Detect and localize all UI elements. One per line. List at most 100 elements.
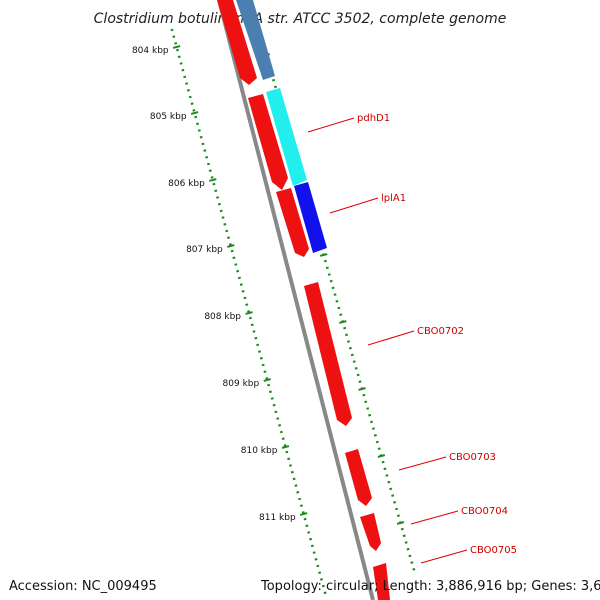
minor-tick-dot xyxy=(385,474,389,477)
minor-tick-dot xyxy=(292,477,296,481)
minor-tick-dot xyxy=(227,236,231,239)
minor-tick-dot xyxy=(205,156,209,159)
minor-tick-dot xyxy=(236,269,240,273)
gene-block-cbo0705[interactable] xyxy=(373,563,390,600)
minor-tick-dot xyxy=(323,591,327,595)
minor-tick-dot xyxy=(312,551,316,554)
minor-tick-dot xyxy=(192,109,196,112)
accession-text: Accession: NC_009495 xyxy=(9,579,157,594)
minor-tick-dot xyxy=(221,216,225,219)
minor-tick-dot xyxy=(402,534,406,538)
minor-tick-dot xyxy=(186,89,190,92)
minor-tick-dot xyxy=(318,571,322,574)
minor-tick-dot xyxy=(214,189,218,193)
minor-tick-dot xyxy=(354,367,358,370)
gene-label-pdhD1[interactable]: pdhD1 xyxy=(357,113,390,124)
tick-label-811-kbp: 811 kbp xyxy=(259,513,296,523)
major-tick xyxy=(339,320,347,324)
tick-label-805-kbp: 805 kbp xyxy=(150,112,187,122)
gene-label-cbo0704[interactable]: CBO0704 xyxy=(461,506,508,517)
minor-tick-dot xyxy=(185,82,189,85)
minor-tick-dot xyxy=(206,162,210,166)
minor-tick-dot xyxy=(181,68,185,72)
minor-tick-dot xyxy=(400,527,404,531)
minor-tick-dot xyxy=(299,504,303,507)
minor-tick-dot xyxy=(412,568,416,571)
minor-tick-dot xyxy=(201,142,205,146)
minor-tick-dot xyxy=(301,511,305,514)
minor-tick-dot xyxy=(368,413,372,417)
minor-tick-dot xyxy=(314,558,318,561)
minor-tick-dot xyxy=(268,390,272,394)
minor-tick-dot xyxy=(323,259,327,263)
minor-tick-dot xyxy=(362,393,366,397)
minor-tick-dot xyxy=(208,169,212,172)
tick-label-810-kbp: 810 kbp xyxy=(241,446,278,456)
gene-label-cbo0705[interactable]: CBO0705 xyxy=(470,545,517,556)
gene-label-cbo0703[interactable]: CBO0703 xyxy=(449,452,496,463)
minor-tick-dot xyxy=(267,383,271,387)
minor-tick-dot xyxy=(190,102,194,105)
minor-tick-dot xyxy=(263,370,267,373)
gene-label-lplA1[interactable]: lplA1 xyxy=(381,193,406,204)
minor-tick-dot xyxy=(245,303,249,306)
gene-block-red-1[interactable] xyxy=(248,94,288,190)
minor-tick-dot xyxy=(228,243,232,246)
minor-tick-dot xyxy=(177,55,181,59)
gene-block-blue[interactable] xyxy=(294,182,327,253)
minor-tick-dot xyxy=(194,115,198,119)
minor-tick-dot xyxy=(406,547,410,551)
minor-tick-dot xyxy=(172,35,176,38)
minor-tick-dot xyxy=(389,487,393,491)
minor-tick-dot xyxy=(283,444,287,447)
tick-label-804-kbp: 804 kbp xyxy=(132,46,169,56)
gene-block-cyan[interactable] xyxy=(266,88,307,186)
minor-tick-dot xyxy=(241,290,245,293)
gene-block-red-2[interactable] xyxy=(276,188,309,257)
gene-block-steel[interactable] xyxy=(236,0,275,80)
minor-tick-dot xyxy=(237,276,241,280)
leader-line-cbo0703 xyxy=(398,456,447,471)
minor-tick-dot xyxy=(265,377,269,380)
map-title: Clostridium botulinum A str. ATCC 3502, … xyxy=(94,11,507,27)
minor-tick-dot xyxy=(247,310,251,313)
minor-tick-dot xyxy=(404,541,408,544)
minor-tick-dot xyxy=(310,544,314,548)
minor-tick-dot xyxy=(321,584,325,588)
major-tick xyxy=(245,311,253,315)
minor-tick-dot xyxy=(217,202,221,206)
gene-block-top-red[interactable] xyxy=(217,0,257,85)
minor-tick-dot xyxy=(333,293,337,296)
gene-block-cbo0703[interactable] xyxy=(345,449,372,506)
minor-tick-dot xyxy=(285,450,289,454)
minor-tick-dot xyxy=(234,263,238,266)
minor-tick-dot xyxy=(259,357,263,360)
minor-tick-dot xyxy=(175,48,179,52)
minor-tick-dot xyxy=(319,578,323,581)
minor-tick-dot xyxy=(219,209,223,213)
gene-block-cbo0702[interactable] xyxy=(304,282,352,426)
minor-tick-dot xyxy=(343,326,347,330)
minor-tick-dot xyxy=(375,440,379,444)
minor-tick-dot xyxy=(296,491,300,494)
minor-tick-dot xyxy=(272,403,276,407)
gene-block-cbo0704[interactable] xyxy=(360,513,381,551)
backbone-line xyxy=(217,0,375,600)
gene-label-cbo0702[interactable]: CBO0702 xyxy=(417,326,464,337)
major-tick xyxy=(190,111,199,115)
minor-tick-dot xyxy=(243,296,247,300)
tick-label-809-kbp: 809 kbp xyxy=(223,379,260,389)
minor-tick-dot xyxy=(261,363,265,367)
major-tick xyxy=(299,512,308,516)
minor-tick-dot xyxy=(188,95,192,99)
minor-tick-dot xyxy=(364,400,368,404)
minor-tick-dot xyxy=(290,470,294,474)
minor-tick-dot xyxy=(373,434,377,437)
minor-tick-dot xyxy=(223,223,227,226)
minor-tick-dot xyxy=(216,196,220,199)
minor-tick-dot xyxy=(274,410,278,414)
leader-line-pdhD1 xyxy=(307,117,355,133)
major-tick xyxy=(281,445,290,449)
minor-tick-dot xyxy=(252,330,256,333)
